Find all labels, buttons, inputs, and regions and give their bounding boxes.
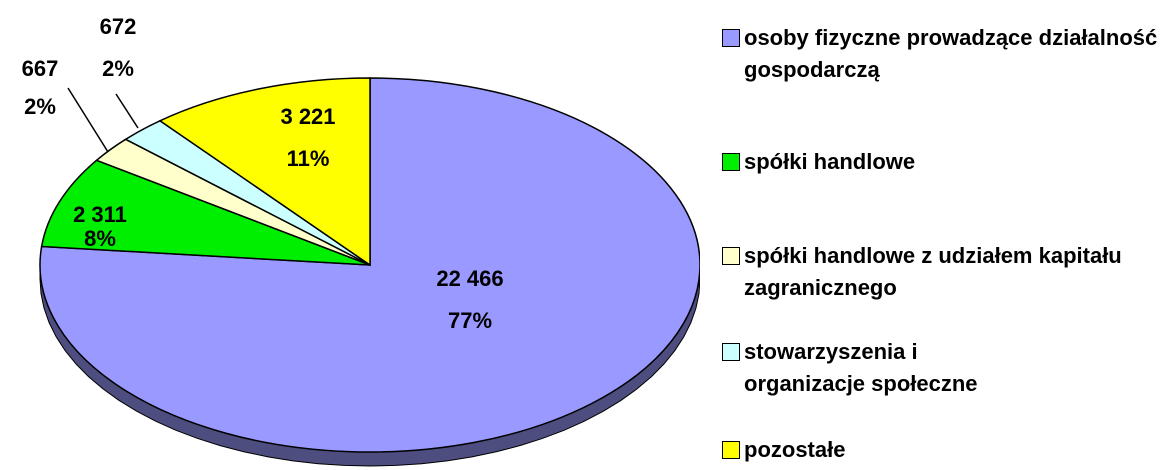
percent-label: 2% xyxy=(102,56,134,81)
legend-label: pozostałe xyxy=(744,437,846,462)
legend-swatch xyxy=(722,153,740,171)
percent-label: 8% xyxy=(84,226,116,251)
percent-label: 77% xyxy=(448,308,492,333)
legend-item: spółki handlowe z udziałem kapitału zagr… xyxy=(722,240,1173,304)
slice xyxy=(39,77,700,453)
value-label: 672 xyxy=(100,14,137,39)
value-label: 667 xyxy=(22,56,59,81)
percent-label: 11% xyxy=(287,146,330,171)
legend-item: osoby fizyczne prowadzące działalność go… xyxy=(722,22,1173,86)
legend-item: spółki handlowe xyxy=(722,146,1173,178)
legend-item: pozostałe xyxy=(722,434,1173,466)
slice xyxy=(40,159,371,266)
legend-label: osoby fizyczne prowadzące działalność go… xyxy=(744,25,1158,82)
slice xyxy=(158,77,371,267)
legend-label: spółki handlowe z udziałem kapitału zagr… xyxy=(744,243,1122,300)
legend-item: stowarzyszenia i organizacje społeczne xyxy=(722,336,1014,400)
legend-swatch xyxy=(722,29,740,47)
legend-swatch xyxy=(722,441,740,459)
value-label: 2 311 xyxy=(73,202,127,227)
legend-swatch xyxy=(722,247,740,265)
value-label: 3 221 xyxy=(280,104,335,129)
legend-label: spółki handlowe xyxy=(744,149,916,174)
legend-swatch xyxy=(722,343,740,361)
value-label: 22 466 xyxy=(436,266,503,291)
leader-line xyxy=(67,87,109,153)
legend-label: stowarzyszenia i organizacje społeczne xyxy=(744,339,978,396)
percent-label: 2% xyxy=(24,94,56,119)
leader-line xyxy=(115,93,139,129)
